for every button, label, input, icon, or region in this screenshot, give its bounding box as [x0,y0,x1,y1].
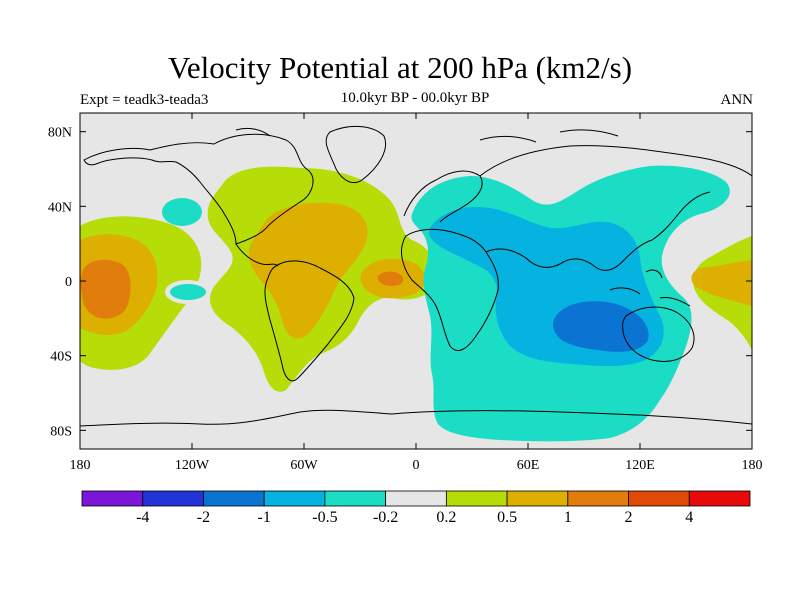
lat-ticks: 80N 40N 0 40S 80S [48,126,752,439]
colorbar-segment [263,490,326,507]
coastline-north-america [83,133,314,245]
colorbar-segment [81,490,144,507]
colorbar-segment [567,490,629,507]
colorbar-label: -4 [136,509,149,526]
lon-tick-label: 120W [175,458,210,473]
contour-positive-mid-caribbean [248,202,368,339]
coastline-arctic [235,127,619,143]
coastline-africa [401,228,499,351]
coastline-maritime [609,269,691,307]
colorbar-label: 2 [625,509,633,526]
colorbar-segment [203,490,265,507]
coastline-central-america [235,243,279,267]
season-label: ANN [720,92,754,108]
contour-positive-strong-pacific [80,259,131,319]
coastline-australia [622,306,695,362]
colorbar-segment [445,490,508,507]
colorbar-segment [688,490,751,507]
contour-negative-weak-north-pacific [162,198,202,226]
coastline-south-america [264,260,355,382]
lon-tick-label: 180 [742,458,763,473]
colorbar-label: -2 [197,509,210,526]
lon-tick-label: 180 [70,458,91,473]
coastlines [80,126,752,427]
lat-tick-label: 80N [48,126,72,141]
lat-tick-label: 0 [65,275,72,290]
colorbar-segment [142,490,204,507]
contour-positive-strong-atlantic [377,271,404,286]
lon-tick-label: 60W [290,458,318,473]
colorbar-label: 4 [685,509,693,526]
coastline-asia [479,145,752,271]
colorbar: -4 -2 -1 -0.5 -0.2 0.2 0.5 1 2 4 [81,490,751,526]
map-title: Velocity Potential at 200 hPa (km2/s) [167,50,633,85]
colorbar-segment [628,490,690,507]
colorbar-segment [385,490,447,507]
colorbar-label: 0.5 [497,509,517,526]
lon-tick-label: 60E [517,458,540,473]
lon-tick-label: 0 [413,458,420,473]
contour-negative-weak-south-pacific [170,284,206,300]
colorbar-label: 0.2 [436,509,456,526]
lon-tick-label: 120E [625,458,655,473]
lat-tick-label: 40S [50,350,72,365]
lat-tick-label: 80S [50,424,72,439]
map-subtitle: 10.0kyr BP - 00.0kyr BP [340,90,490,106]
colorbar-label: -0.2 [373,509,398,526]
coastline-antarctica [80,409,752,427]
contour-fills [80,165,752,442]
colorbar-label: -1 [258,509,271,526]
contour-positive-mid-west-pacific [691,260,752,306]
colorbar-label: -0.5 [312,509,337,526]
colorbar-label: 1 [564,509,572,526]
lat-tick-label: 40N [48,200,72,215]
lon-ticks: 180 120W 60W 0 60E 120E 180 [70,113,763,473]
experiment-label: Expt = teadk3-teada3 [80,92,209,108]
colorbar-segment [506,490,569,507]
coastline-greenland [325,126,386,184]
colorbar-segment [324,490,387,507]
